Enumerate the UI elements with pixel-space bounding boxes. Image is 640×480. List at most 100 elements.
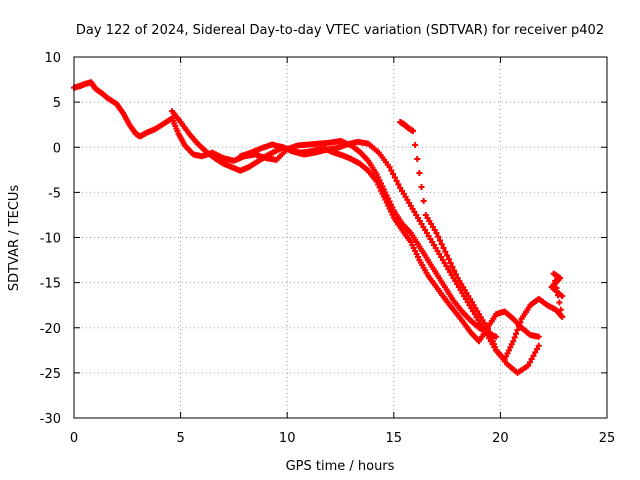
data-point (446, 269, 453, 276)
data-point (445, 256, 452, 263)
data-point (373, 171, 380, 178)
data-point (404, 196, 411, 203)
data-point (486, 329, 493, 336)
data-point (375, 181, 382, 188)
data-point (440, 245, 447, 252)
data-point (418, 220, 425, 227)
data-point (400, 190, 407, 197)
data-point (458, 281, 465, 288)
data-point (483, 323, 490, 330)
data-point (535, 342, 542, 349)
plot-frame (73, 56, 608, 419)
data-point (438, 254, 445, 261)
data-point (412, 248, 419, 255)
data-point (445, 266, 452, 273)
data-point (386, 205, 393, 212)
data-point (449, 263, 456, 270)
data-point (429, 223, 436, 230)
y-axis-title: SDTVAR / TECUs (7, 185, 22, 292)
y-tick-label: -10 (40, 232, 61, 247)
data-point (479, 317, 486, 324)
grid-lines (74, 57, 607, 418)
data-point (380, 193, 387, 200)
data-point (420, 197, 427, 204)
data-point (416, 217, 423, 224)
data-point (414, 254, 421, 261)
data-point (559, 293, 566, 300)
y-tick-label: -5 (48, 186, 61, 201)
data-point (528, 356, 535, 363)
data-point (515, 323, 522, 330)
data-point (387, 208, 394, 215)
y-tick-label: 0 (53, 141, 61, 156)
data-point (398, 187, 405, 194)
series-track-c (237, 138, 542, 376)
data-point (535, 333, 542, 340)
series-track-d (397, 118, 566, 363)
data-point (407, 202, 414, 209)
data-point (409, 205, 416, 212)
data-point (407, 239, 414, 246)
data-point (503, 353, 510, 360)
data-point (378, 187, 385, 194)
data-point (389, 211, 396, 218)
data-points (71, 79, 566, 376)
data-point (424, 214, 431, 221)
data-point (382, 196, 389, 203)
chart-title: Day 122 of 2024, Sidereal Day-to-day VTE… (76, 23, 604, 38)
series-track-a (71, 79, 500, 340)
x-tick-label: 25 (599, 431, 616, 446)
data-point (436, 251, 443, 258)
data-point (530, 352, 537, 359)
data-point (504, 350, 511, 357)
data-point (501, 356, 508, 363)
data-point (420, 223, 427, 230)
data-point (383, 199, 390, 206)
series-track-b (169, 108, 542, 345)
data-point (430, 242, 437, 249)
data-point (460, 284, 467, 291)
data-point (438, 241, 445, 248)
data-point (463, 290, 470, 297)
data-point (397, 184, 404, 191)
data-point (556, 299, 563, 306)
data-point (426, 217, 433, 224)
data-point (422, 211, 429, 218)
data-point (391, 174, 398, 181)
y-tick-label: -15 (40, 277, 61, 292)
x-tick-label: 5 (176, 431, 184, 446)
data-point (476, 311, 483, 318)
data-point (402, 193, 409, 200)
data-point (487, 332, 494, 339)
data-point (393, 177, 400, 184)
data-point (511, 334, 518, 341)
data-point (477, 314, 484, 321)
data-point (517, 319, 524, 326)
data-point (443, 263, 450, 270)
x-axis-title: GPS time / hours (286, 459, 395, 474)
data-point (526, 359, 533, 366)
x-tick-label: 20 (492, 431, 509, 446)
data-point (439, 257, 446, 264)
data-point (395, 181, 402, 188)
data-point (472, 305, 479, 312)
y-tick-label: 5 (53, 96, 61, 111)
data-point (456, 278, 463, 285)
data-point (436, 237, 443, 244)
data-point (492, 344, 499, 351)
data-point (414, 155, 421, 162)
data-point (410, 245, 417, 252)
data-point (434, 248, 441, 255)
tick-labels: 0 5 10 15 20 25 10 5 0 -5 -10 -15 -20 -25 -30 (40, 51, 616, 446)
y-tick-label: -20 (40, 322, 61, 337)
data-point (491, 341, 498, 348)
data-point (525, 362, 532, 369)
data-point (428, 220, 435, 227)
data-point (507, 344, 514, 351)
data-point (532, 349, 539, 356)
data-point (470, 302, 477, 309)
data-point (406, 199, 413, 206)
data-point (508, 341, 515, 348)
data-point (422, 226, 429, 233)
data-point (505, 347, 512, 354)
